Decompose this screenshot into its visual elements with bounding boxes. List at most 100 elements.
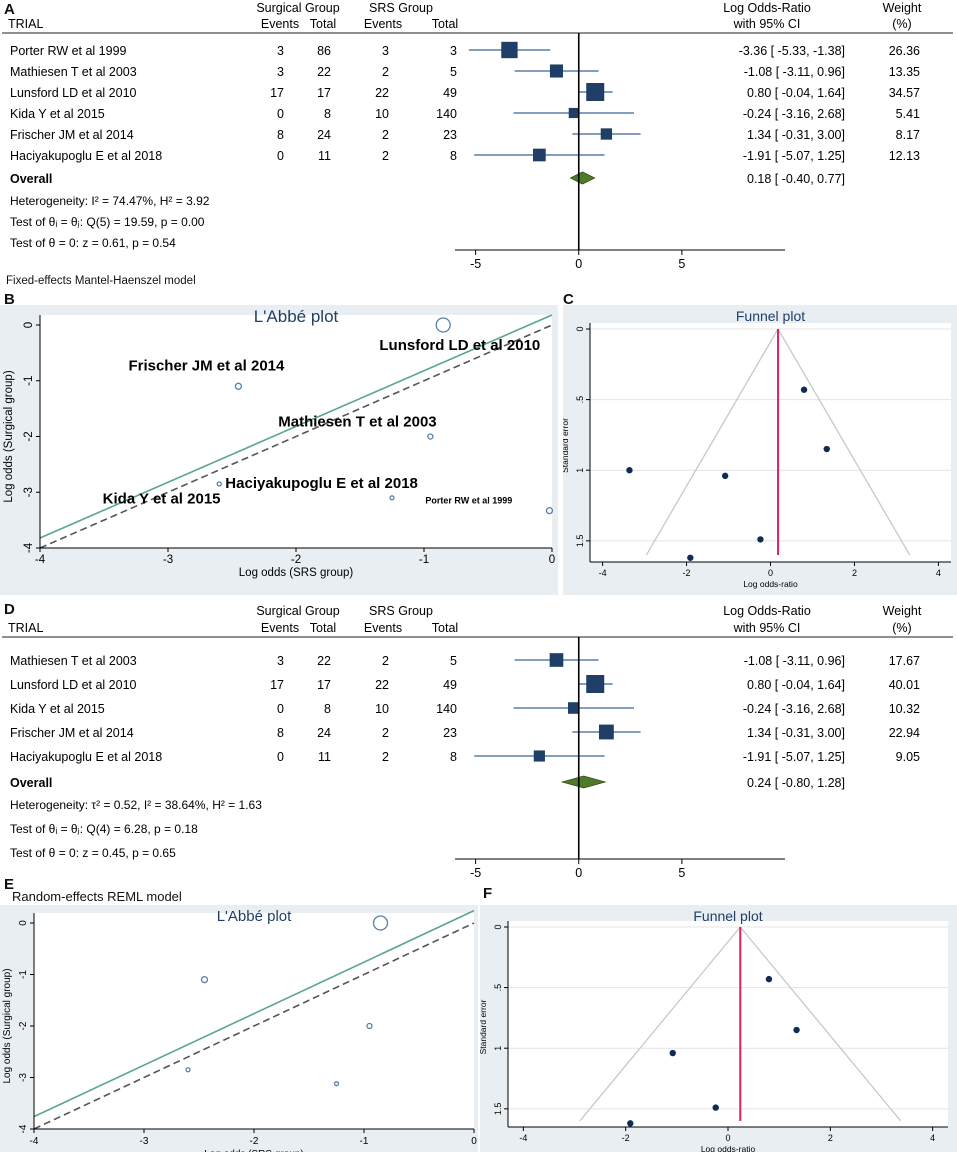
study-name: Lunsford LD et al 2010 [10, 86, 137, 100]
overall-diamond [560, 775, 607, 789]
srs-events: 10 [375, 702, 389, 716]
effect-marker [533, 148, 546, 162]
effect-marker [568, 107, 579, 119]
srs-events: 22 [375, 86, 389, 100]
ci-text: 0.80 [ -0.04, 1.64] [747, 86, 845, 100]
y-axis-label: Standard error [563, 418, 570, 473]
data-point [800, 386, 808, 393]
header-surgical-total: Total [310, 621, 336, 635]
y-tick-label: -1 [23, 376, 35, 386]
srs-events: 10 [375, 107, 389, 121]
y-tick-label: 1.5 [493, 1103, 503, 1116]
stat-line: Test of θ = 0: z = 0.61, p = 0.54 [10, 236, 176, 250]
header-ci: with 95% CI [733, 621, 801, 635]
x-axis-label: Log odds-ratio [743, 579, 798, 589]
weight-value: 26.36 [889, 44, 920, 58]
y-axis-label: Standard error [480, 999, 488, 1054]
model-caption-random: Random-effects REML model [12, 889, 182, 904]
effect-marker [567, 702, 580, 714]
study-name: Haciyakupoglu E et al 2018 [10, 750, 162, 764]
funnel-right-line [777, 328, 911, 556]
surgical-events: 8 [277, 128, 284, 142]
x-tick-label: -2 [291, 554, 301, 566]
header-srs-total: Total [432, 621, 458, 635]
header-surgical-group: Surgical Group [256, 604, 339, 618]
fit-line [33, 909, 475, 1118]
effect-marker [501, 41, 518, 59]
study-annotation: Lunsford LD et al 2010 [379, 337, 540, 354]
ci-text: -0.24 [ -3.16, 2.68] [743, 107, 845, 121]
effect-marker [600, 128, 613, 140]
forest-plot-a: Surgical Group SRS Group TRIAL Events Total E… [2, 1, 953, 271]
panel-letter-e: E [4, 876, 15, 893]
surgical-total: 24 [317, 128, 331, 142]
x-tick-label: 0 [575, 866, 582, 880]
reference-line [33, 922, 475, 1130]
plot-area [590, 323, 951, 562]
weight-value: 10.32 [889, 702, 920, 716]
srs-total: 3 [450, 44, 457, 58]
chart-title: Funnel plot [736, 308, 805, 324]
panel-letter-f: F [483, 885, 493, 902]
surgical-events: 0 [277, 107, 284, 121]
study-annotation: Frischer JM et al 2014 [128, 358, 285, 375]
surgical-events: 3 [277, 44, 284, 58]
overall-label: Overall [10, 776, 52, 790]
y-axis-label: Log odds (Surgical group) [2, 968, 13, 1083]
header-log-odds-ratio: Log Odds-Ratio [723, 1, 811, 15]
x-tick-label: 4 [936, 568, 941, 578]
surgical-events: 0 [277, 702, 284, 716]
data-point [216, 481, 222, 487]
surgical-total: 11 [318, 149, 331, 163]
effect-marker [549, 653, 564, 667]
data-point [234, 382, 243, 390]
data-point [757, 536, 764, 543]
x-tick-label: -2 [622, 1133, 630, 1143]
effect-marker [586, 675, 605, 693]
header-srs-total: Total [432, 17, 458, 31]
stat-line: Heterogeneity: τ² = 0.52, I² = 38.64%, H… [10, 798, 262, 812]
x-tick-label: -3 [140, 1136, 149, 1147]
surgical-total: 8 [324, 107, 331, 121]
surgical-total: 8 [324, 702, 331, 716]
study-name: Frischer JM et al 2014 [10, 128, 134, 142]
x-tick-label: 0 [575, 257, 582, 271]
weight-value: 9.05 [896, 750, 920, 764]
x-tick-label: -5 [470, 866, 481, 880]
chart-title: L'Abbé plot [254, 307, 339, 326]
study-name: Frischer JM et al 2014 [10, 726, 134, 740]
data-point [669, 1049, 676, 1057]
header-surgical-events: Events [261, 621, 299, 635]
funnel-left-line [579, 926, 741, 1122]
y-tick-label: -3 [18, 1073, 29, 1082]
study-annotation: Kida Y et al 2015 [103, 490, 221, 507]
ci-text: -1.91 [ -5.07, 1.25] [743, 149, 845, 163]
stat-line: Heterogeneity: I² = 74.47%, H² = 3.92 [10, 194, 210, 208]
header-surgical-group: Surgical Group [256, 1, 339, 15]
data-point [627, 1120, 634, 1127]
weight-value: 12.13 [889, 149, 920, 163]
weight-value: 17.67 [889, 654, 920, 668]
fit-line [39, 314, 553, 539]
x-axis-label: Log odds (SRS group) [239, 567, 354, 579]
srs-total: 49 [443, 678, 457, 692]
x-tick-label: 0 [549, 554, 555, 566]
data-point [185, 1067, 191, 1073]
header-log-odds-ratio: Log Odds-Ratio [723, 604, 811, 618]
y-tick-label: .5 [575, 396, 585, 404]
header-weight-pct: (%) [892, 17, 911, 31]
ci-text: -1.08 [ -3.11, 0.96] [744, 654, 845, 668]
study-name: Kida Y et al 2015 [10, 702, 105, 716]
x-tick-label: -1 [360, 1136, 369, 1147]
labbe-plot-b: L'Abbé plot Lunsford LD et al 2010 Frische… [0, 305, 558, 595]
header-weight: Weight [883, 1, 922, 15]
x-tick-label: 2 [852, 568, 857, 578]
data-point [372, 915, 389, 931]
y-tick-label: 0 [18, 920, 29, 926]
y-tick-label: 0 [493, 924, 503, 929]
srs-events: 22 [375, 678, 389, 692]
srs-events: 3 [382, 44, 389, 58]
forest-plot-d: Surgical Group SRS Group TRIAL Events Total E… [2, 604, 953, 880]
data-point [823, 445, 830, 453]
plot-area [508, 921, 948, 1127]
